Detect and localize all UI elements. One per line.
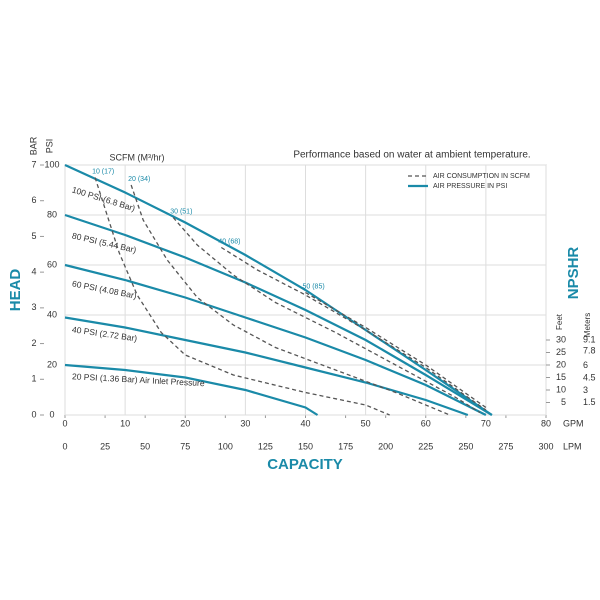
- x-tick-label: 60: [421, 418, 431, 428]
- y2-tick-label: 4: [31, 267, 36, 277]
- y2-tick-label: 2: [31, 338, 36, 348]
- consumption-curve: [305, 291, 487, 409]
- pressure-curve: [64, 263, 487, 416]
- feet-tick-label: 10: [556, 384, 566, 394]
- consumption-label: 40 (68): [218, 238, 240, 245]
- meters-tick-label: 1.5: [583, 397, 596, 407]
- x2-tick-label: 175: [338, 441, 353, 451]
- y-tick-label: 0: [49, 409, 54, 419]
- npshr-title: NPSHR: [565, 247, 582, 300]
- pressure-curve: [64, 213, 493, 416]
- y2-tick-label: 1: [31, 374, 36, 384]
- y2-tick-label: 3: [31, 302, 36, 312]
- y-tick-label: 80: [47, 209, 57, 219]
- note: Performance based on water at ambient te…: [293, 150, 530, 161]
- pressure-curve: [64, 363, 319, 416]
- x2-tick-label: 125: [258, 441, 273, 451]
- meters-tick-label: 9.1: [583, 335, 596, 345]
- x2-tick-label: 250: [458, 441, 473, 451]
- feet-label: Feet: [555, 313, 564, 330]
- legend-label: AIR PRESSURE IN PSI: [433, 183, 507, 190]
- y2-tick-label: 0: [31, 409, 36, 419]
- y2-tick-label: 6: [31, 195, 36, 205]
- x-unit: GPM: [563, 418, 584, 428]
- y-unit: PSI: [44, 139, 54, 154]
- y-axis-title: HEAD: [7, 269, 24, 312]
- x2-tick-label: 100: [218, 441, 233, 451]
- x2-tick-label: 275: [498, 441, 513, 451]
- legend-label: AIR CONSUMPTION IN SCFM: [433, 173, 530, 180]
- y-tick-label: 20: [47, 359, 57, 369]
- x-tick-label: 80: [541, 418, 551, 428]
- consumption-curve: [220, 246, 487, 411]
- x-tick-label: 20: [180, 418, 190, 428]
- consumption-label: 50 (85): [303, 283, 325, 290]
- feet-tick-label: 5: [561, 397, 566, 407]
- pressure-label: 80 PSI (5.44 Bar): [71, 230, 137, 255]
- y-tick-label: 40: [47, 309, 57, 319]
- consumption-label: 20 (34): [128, 176, 150, 183]
- feet-tick-label: 30: [556, 334, 566, 344]
- x2-tick-label: 0: [62, 441, 67, 451]
- y2-tick-label: 5: [31, 231, 36, 241]
- pressure-label: 100 PSI (6.8 Bar): [71, 185, 137, 214]
- x2-unit: LPM: [563, 441, 582, 451]
- feet-tick-label: 20: [556, 359, 566, 369]
- meters-tick-label: 3: [583, 385, 588, 395]
- meters-tick-label: 7.8: [583, 345, 596, 355]
- x2-tick-label: 150: [298, 441, 313, 451]
- consumption-label: 10 (17): [92, 168, 114, 175]
- y2-unit: BAR: [28, 136, 38, 155]
- x-tick-label: 0: [62, 418, 67, 428]
- consumption-label: 30 (51): [170, 208, 192, 215]
- x2-tick-label: 225: [418, 441, 433, 451]
- x-tick-label: 70: [481, 418, 491, 428]
- meters-label: Meters: [583, 313, 592, 337]
- consumption-curve: [172, 217, 481, 414]
- pressure-curve: [64, 163, 493, 416]
- y-tick-label: 100: [44, 159, 59, 169]
- y-tick-label: 60: [47, 259, 57, 269]
- y2-tick-label: 7: [31, 159, 36, 169]
- x2-tick-label: 50: [140, 441, 150, 451]
- x-tick-label: 30: [240, 418, 250, 428]
- feet-tick-label: 15: [556, 372, 566, 382]
- x-axis-title: CAPACITY: [267, 456, 343, 473]
- x2-tick-label: 25: [100, 441, 110, 451]
- x-tick-label: 40: [300, 418, 310, 428]
- consumption-curve: [94, 177, 390, 416]
- x-tick-label: 50: [361, 418, 371, 428]
- x2-tick-label: 75: [180, 441, 190, 451]
- pressure-curve: [64, 316, 469, 417]
- x-tick-label: 10: [120, 418, 130, 428]
- meters-tick-label: 6: [583, 360, 588, 370]
- x2-tick-label: 300: [538, 441, 553, 451]
- x2-tick-label: 200: [378, 441, 393, 451]
- consumption-label: SCFM (M³/hr): [110, 152, 165, 162]
- meters-tick-label: 4.5: [583, 372, 596, 382]
- feet-tick-label: 25: [556, 347, 566, 357]
